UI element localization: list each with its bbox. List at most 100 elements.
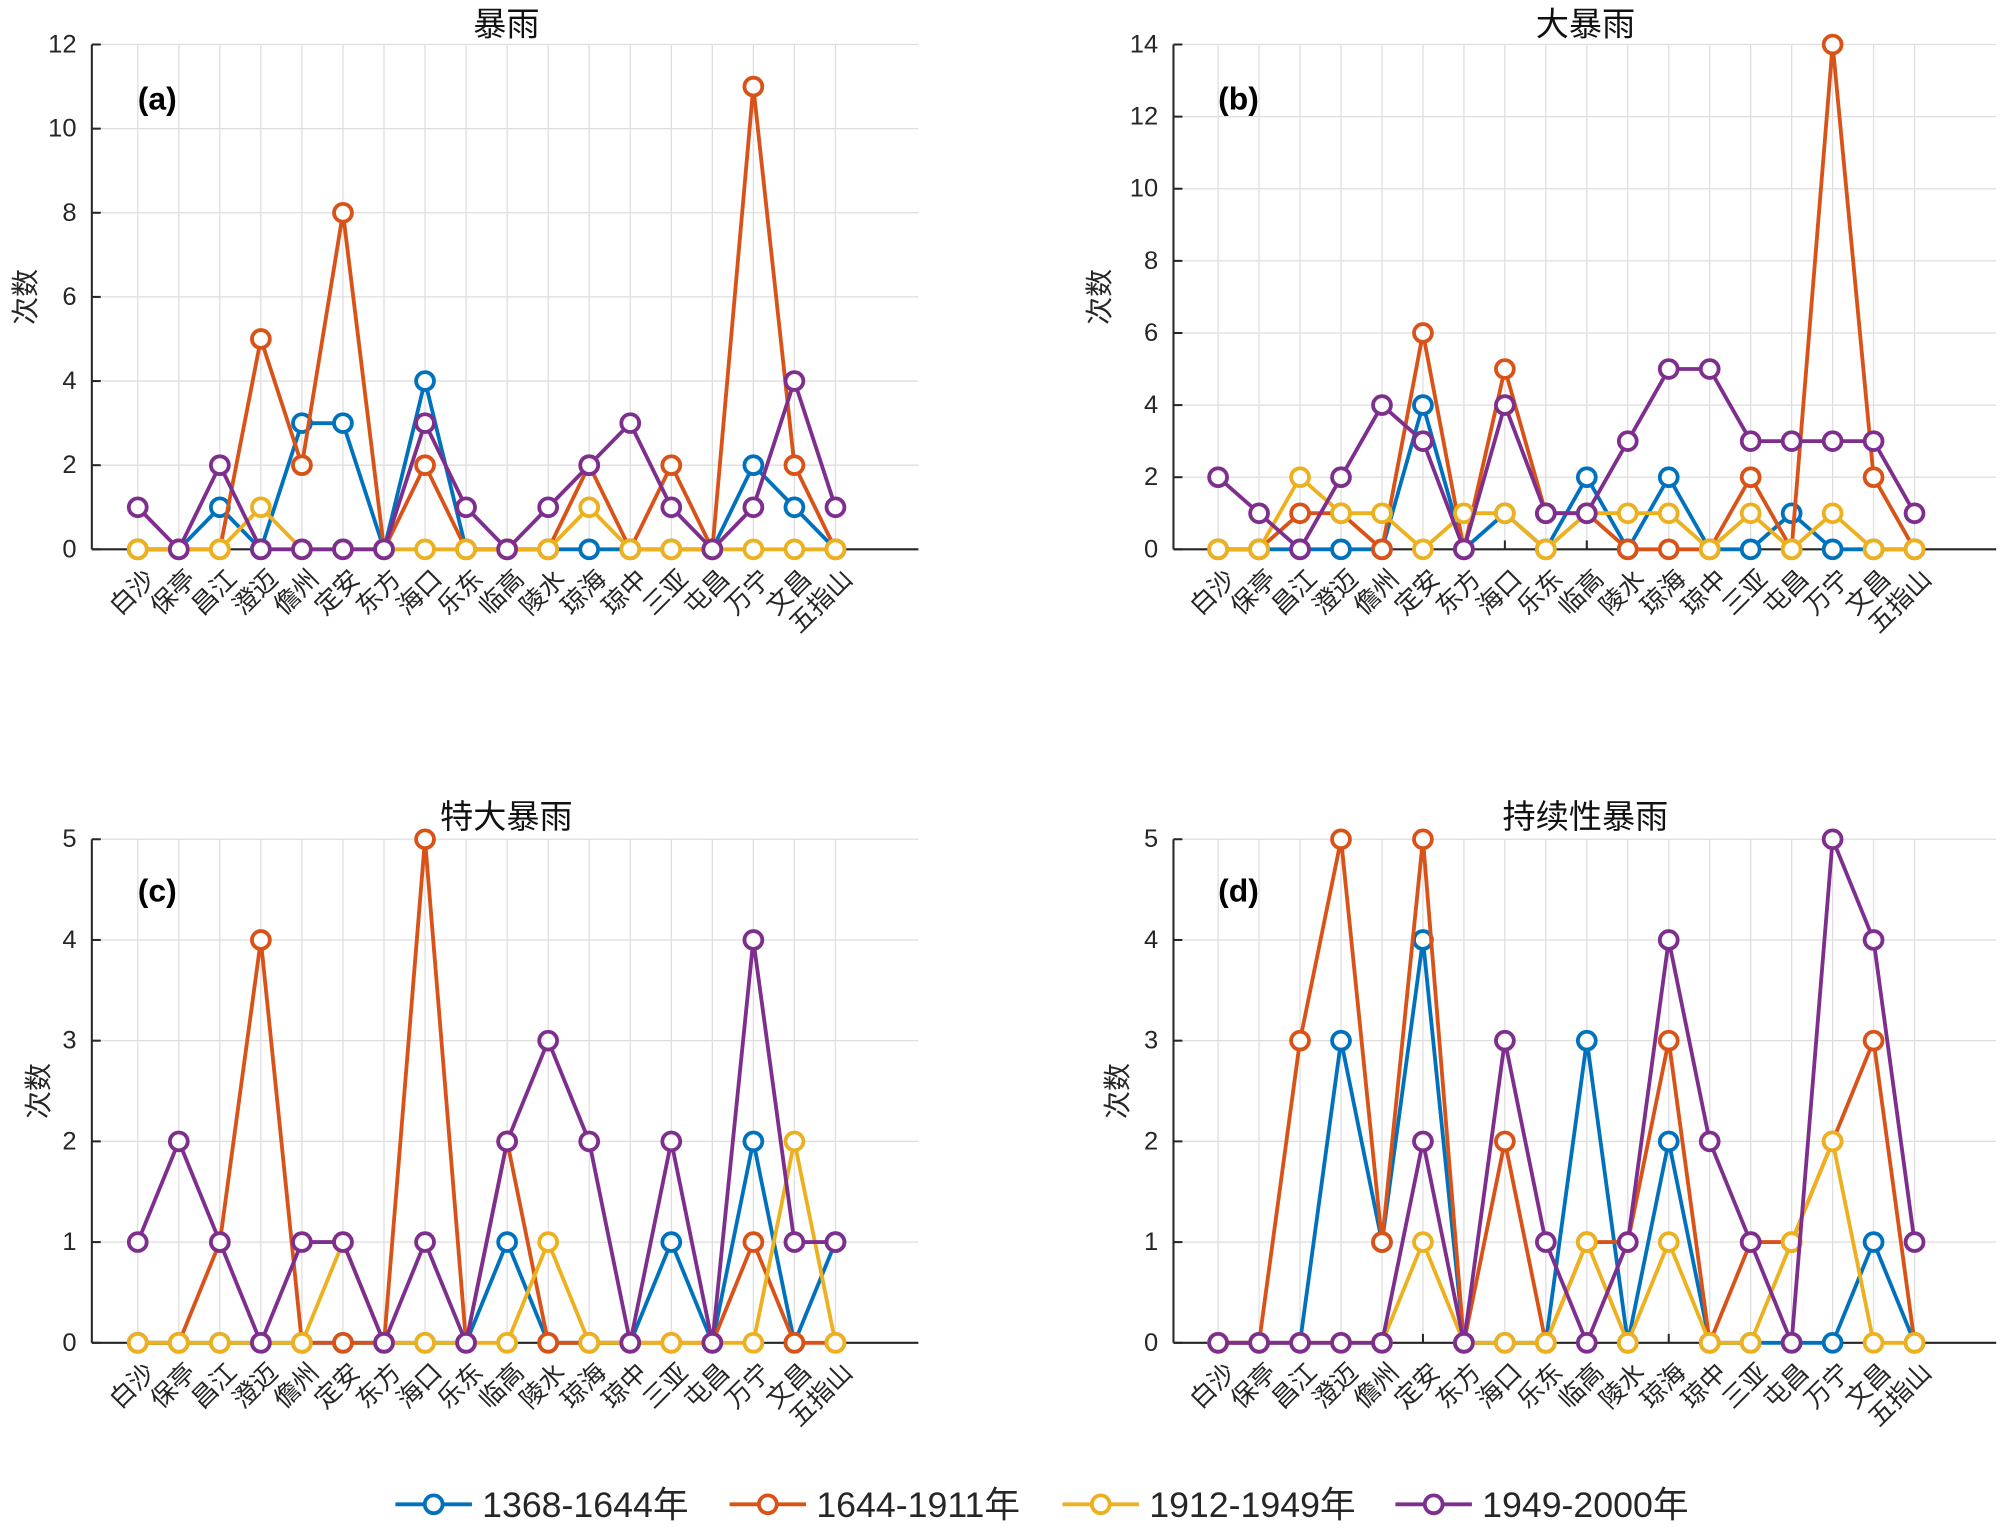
data-point [660, 1130, 683, 1153]
data-point [1575, 1331, 1598, 1354]
data-point [1821, 1130, 1844, 1153]
data-point [126, 496, 149, 519]
data-point [496, 1130, 518, 1153]
data-point [824, 1231, 847, 1253]
data-point [1862, 1029, 1885, 1052]
series-line [137, 84, 838, 552]
legend-item-1949-2000: 1949-2000年 [1395, 1485, 1689, 1525]
data-point [1371, 1331, 1393, 1354]
data-point [1412, 828, 1434, 851]
data-point [578, 1130, 601, 1153]
data-point [208, 454, 231, 477]
data-point [1616, 1331, 1639, 1354]
chart-title: 暴雨 [473, 5, 539, 44]
data-point [1330, 538, 1352, 561]
data-point [291, 1331, 313, 1354]
data-point [783, 1231, 806, 1253]
data-point [578, 538, 601, 561]
data-point [250, 496, 272, 519]
data-point [1535, 538, 1557, 561]
data-point [291, 454, 313, 477]
chart-title: 特大暴雨 [440, 797, 573, 836]
data-point [660, 454, 683, 477]
data-point [250, 1331, 272, 1354]
data-point [1903, 1231, 1926, 1253]
data-point [824, 496, 847, 519]
data-point [1289, 1029, 1311, 1052]
panels: 024681012白沙保亭昌江澄迈儋州定安东方海口乐东临高陵水琼海琼中三亚屯昌万… [9, 5, 1997, 1433]
data-point [1739, 1331, 1762, 1354]
y-tick-label: 8 [62, 199, 76, 227]
data-point [783, 538, 806, 561]
data-point [742, 1231, 765, 1253]
legend-label: 1368-1644年 [482, 1485, 688, 1525]
data-point [824, 538, 847, 561]
data-point [1494, 1029, 1516, 1052]
data-point [414, 1331, 436, 1354]
data-point [1739, 538, 1762, 561]
data-point [1248, 502, 1270, 525]
data-point [619, 538, 642, 561]
data-point [1207, 1331, 1229, 1354]
legend: 1368-1644年 1644-1911年 1912-1949年 1949-20… [395, 1485, 1689, 1525]
panel-d: 012345白沙保亭昌江澄迈儋州定安东方海口乐东临高陵水琼海琼中三亚屯昌万宁文昌… [1101, 797, 1997, 1433]
data-point [1494, 394, 1516, 416]
data-point [414, 412, 436, 434]
y-tick-label: 4 [1144, 926, 1158, 954]
data-point [1494, 1331, 1516, 1354]
legend-item-1912-1949: 1912-1949年 [1062, 1485, 1356, 1525]
data-point [1862, 538, 1885, 561]
chart-title: 大暴雨 [1536, 5, 1635, 44]
data-point [1412, 538, 1434, 561]
data-point [1821, 33, 1844, 56]
data-point [373, 538, 395, 561]
data-point [208, 1231, 231, 1253]
panel-letter: (c) [138, 873, 177, 909]
data-point [1248, 538, 1270, 561]
data-point [414, 828, 436, 851]
data-point [1453, 1331, 1475, 1354]
data-point [1248, 1331, 1270, 1354]
y-tick-label: 0 [1144, 535, 1158, 563]
data-point [455, 496, 477, 519]
y-tick-label: 6 [1144, 319, 1158, 347]
data-point [742, 454, 765, 477]
y-tick-label: 3 [1144, 1027, 1158, 1055]
data-point [1330, 1331, 1352, 1354]
data-point [1330, 502, 1352, 525]
panel-c: 012345白沙保亭昌江澄迈儋州定安东方海口乐东临高陵水琼海琼中三亚屯昌万宁文昌… [22, 797, 919, 1433]
y-axis-label: 次数 [1101, 1063, 1134, 1119]
data-point [1207, 466, 1229, 489]
data-point [660, 1231, 683, 1253]
data-point [783, 1331, 806, 1354]
y-tick-label: 12 [1130, 103, 1158, 131]
data-point [1657, 358, 1680, 380]
data-point [126, 538, 149, 561]
data-point [742, 538, 765, 561]
data-point [1821, 1331, 1844, 1354]
data-point [1862, 1231, 1885, 1253]
legend-label: 1912-1949年 [1149, 1485, 1355, 1525]
y-axis-label: 次数 [1083, 269, 1116, 325]
data-point [1657, 502, 1680, 525]
data-point [1616, 538, 1639, 561]
data-point [455, 1331, 477, 1354]
y-tick-label: 0 [62, 535, 76, 563]
data-point [1657, 538, 1680, 561]
data-point [1535, 1231, 1557, 1253]
data-point [1575, 466, 1598, 489]
panel-a: 024681012白沙保亭昌江澄迈儋州定安东方海口乐东临高陵水琼海琼中三亚屯昌万… [9, 5, 919, 639]
data-point [660, 1331, 683, 1354]
data-point [619, 412, 642, 434]
data-point [1862, 430, 1885, 452]
data-point [742, 1331, 765, 1354]
data-point [1207, 538, 1229, 561]
data-point [496, 1231, 518, 1253]
data-point [414, 454, 436, 477]
data-point [537, 1029, 560, 1052]
data-point [126, 1331, 149, 1354]
y-tick-label: 2 [62, 1127, 76, 1155]
chart-title: 持续性暴雨 [1503, 797, 1669, 836]
data-point [660, 538, 683, 561]
data-point [1739, 502, 1762, 525]
